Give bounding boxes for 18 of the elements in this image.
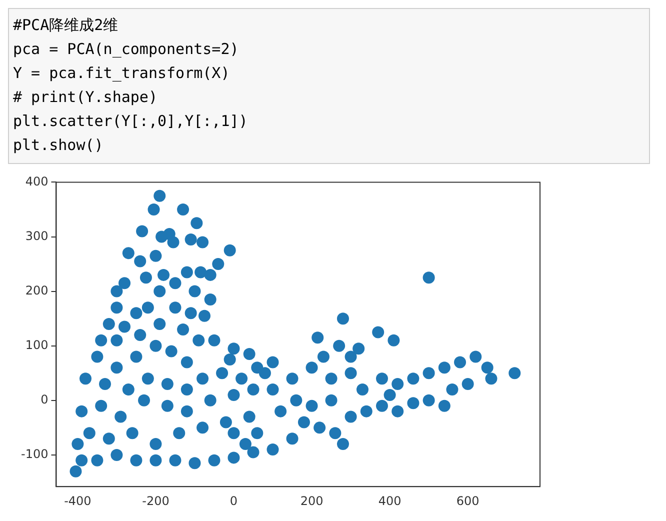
y-tick-label: 200 <box>25 283 48 298</box>
text: Y = pca.fit_transform(X) <box>13 63 231 84</box>
y-tick-label: 300 <box>25 228 48 243</box>
x-tick-label: 200 <box>300 494 324 508</box>
y-tick-label: 400 <box>25 174 48 188</box>
text: pca = PCA(n_components=2) <box>13 39 240 60</box>
x-tick-label: -400 <box>64 494 92 508</box>
x-tick-label: -200 <box>142 494 170 508</box>
text: #PCA降维成2维 <box>13 15 120 36</box>
y-tick-label: 0 <box>40 392 48 407</box>
y-tick-label: -100 <box>21 447 48 462</box>
text: plt.scatter(Y[:,0],Y[:,1]) <box>13 111 249 132</box>
x-tick-label: 0 <box>230 494 238 508</box>
text: # print(Y.shape) <box>13 87 158 108</box>
y-tick-label: 100 <box>25 338 48 352</box>
x-tick-label: 600 <box>456 494 480 508</box>
text: plt.show() <box>13 135 104 156</box>
x-tick-label: 400 <box>378 494 402 508</box>
